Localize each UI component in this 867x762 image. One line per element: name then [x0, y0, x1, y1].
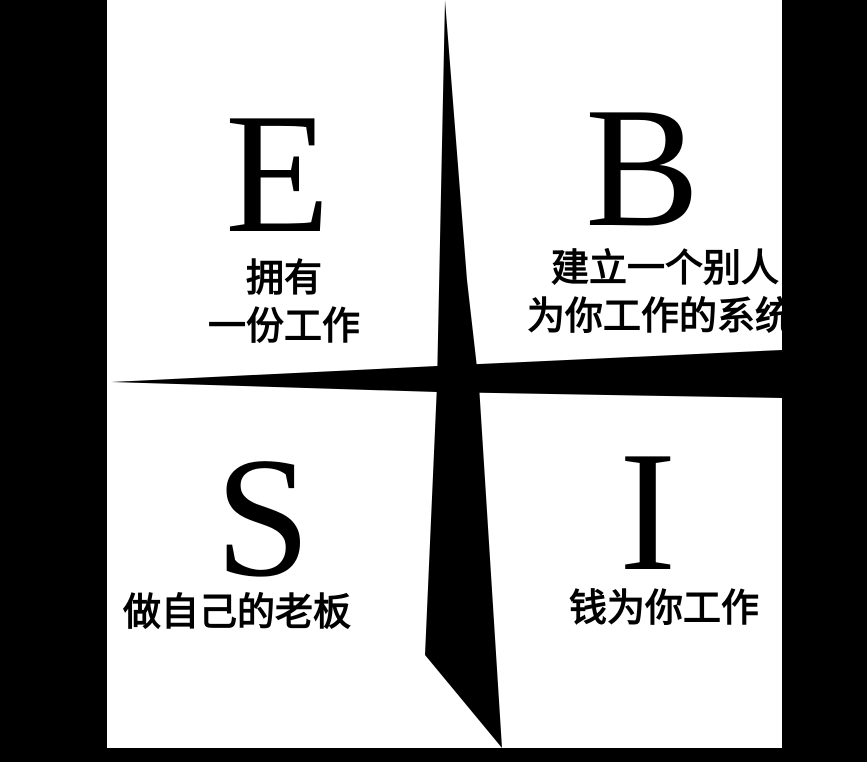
quadrant-s-caption-line1: 做自己的老板: [123, 589, 352, 634]
quadrant-b-caption-line2: 为你工作的系统: [527, 293, 782, 338]
horizontal-divider: [111, 350, 782, 398]
quadrant-s-caption: 做自己的老板: [123, 588, 351, 636]
quadrant-e-caption-line1: 拥有: [245, 255, 322, 300]
quadrant-s-letter: S: [215, 423, 311, 613]
quadrant-e-caption: 拥有 一份工作: [199, 254, 369, 350]
quadrant-i-letter: I: [619, 417, 677, 607]
quadrant-e-letter: E: [225, 79, 331, 269]
cashflow-quadrant-panel: E 拥有 一份工作 B 建立一个别人 为你工作的系统 S 做自己的老板 I 钱为…: [107, 0, 782, 748]
quadrant-b-caption: 建立一个别人 为你工作的系统: [527, 244, 782, 340]
quadrant-i-caption-line1: 钱为你工作: [569, 585, 760, 630]
quadrant-i-caption: 钱为你工作: [569, 584, 759, 632]
quadrant-b-letter: B: [585, 73, 700, 263]
quadrant-cross-divider: [111, 0, 782, 748]
quadrant-e-caption-line2: 一份工作: [207, 303, 360, 348]
quadrant-b-caption-line1: 建立一个别人: [551, 245, 780, 290]
